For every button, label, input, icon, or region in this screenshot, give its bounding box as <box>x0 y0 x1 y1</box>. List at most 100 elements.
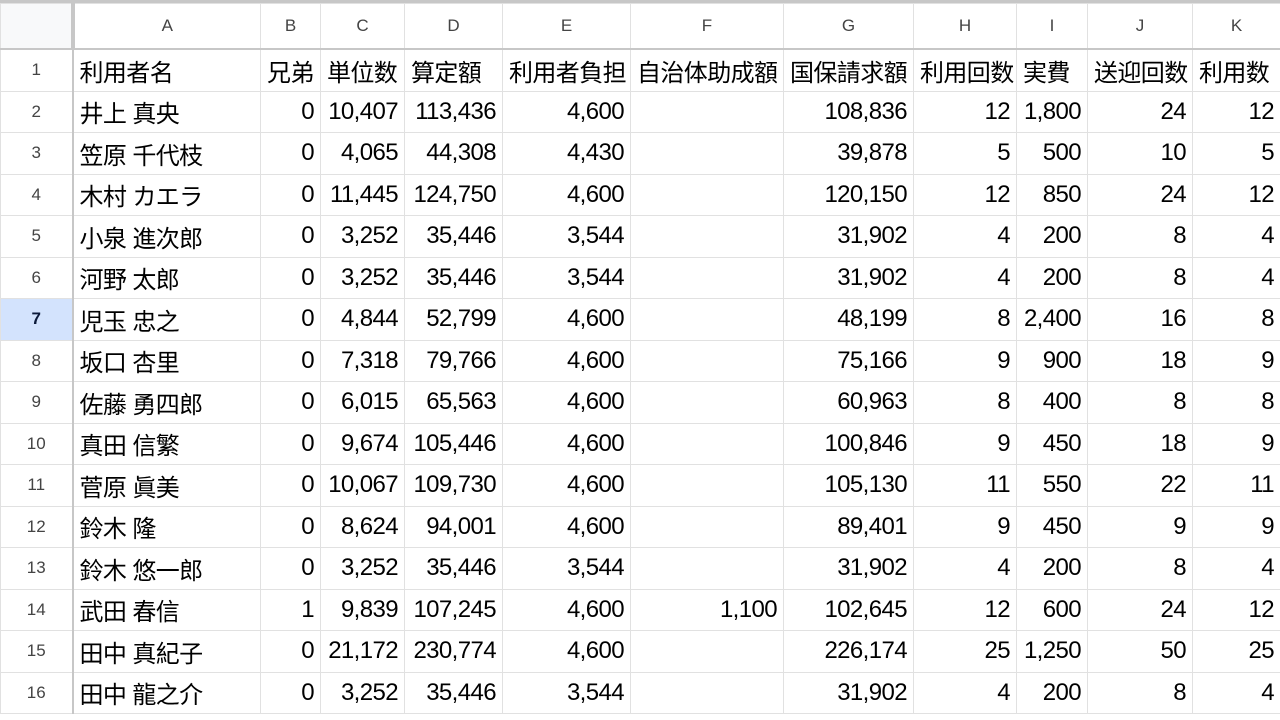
cell-C5[interactable]: 3,252 <box>320 215 405 258</box>
cell-E15[interactable]: 4,600 <box>502 630 631 673</box>
column-header-H[interactable]: H <box>913 3 1017 50</box>
cell-K1[interactable]: 利用数 <box>1192 48 1280 92</box>
cell-G11[interactable]: 105,130 <box>783 464 914 507</box>
cell-G7[interactable]: 48,199 <box>783 298 914 341</box>
cell-B11[interactable]: 0 <box>260 464 321 507</box>
cell-K3[interactable]: 5 <box>1192 132 1280 175</box>
cell-H3[interactable]: 5 <box>913 132 1017 175</box>
cell-E1[interactable]: 利用者負担 <box>502 48 631 92</box>
cell-H10[interactable]: 9 <box>913 422 1017 465</box>
cell-C7[interactable]: 4,844 <box>320 298 405 341</box>
cell-C1[interactable]: 単位数 <box>320 48 405 92</box>
cell-C9[interactable]: 6,015 <box>320 381 405 424</box>
cell-K15[interactable]: 25 <box>1192 630 1280 673</box>
column-header-B[interactable]: B <box>260 3 321 50</box>
cell-G5[interactable]: 31,902 <box>783 215 914 258</box>
cell-A5[interactable]: 小泉 進次郎 <box>72 215 261 258</box>
cell-E4[interactable]: 4,600 <box>502 173 631 216</box>
cell-I6[interactable]: 200 <box>1016 256 1088 299</box>
cell-B3[interactable]: 0 <box>260 132 321 175</box>
cell-C10[interactable]: 9,674 <box>320 422 405 465</box>
cell-C12[interactable]: 8,624 <box>320 505 405 548</box>
cell-B13[interactable]: 0 <box>260 547 321 590</box>
cell-A14[interactable]: 武田 春信 <box>72 588 261 631</box>
cell-G1[interactable]: 国保請求額 <box>783 48 914 92</box>
cell-G2[interactable]: 108,836 <box>783 90 914 133</box>
cell-K6[interactable]: 4 <box>1192 256 1280 299</box>
cell-G8[interactable]: 75,166 <box>783 339 914 382</box>
cell-A16[interactable]: 田中 龍之介 <box>72 671 261 714</box>
cell-A8[interactable]: 坂口 杏里 <box>72 339 261 382</box>
column-header-J[interactable]: J <box>1087 3 1193 50</box>
cell-J15[interactable]: 50 <box>1087 630 1193 673</box>
cell-G9[interactable]: 60,963 <box>783 381 914 424</box>
cell-I12[interactable]: 450 <box>1016 505 1088 548</box>
cell-F14[interactable]: 1,100 <box>630 588 784 631</box>
cell-H5[interactable]: 4 <box>913 215 1017 258</box>
cell-A11[interactable]: 菅原 眞美 <box>72 464 261 507</box>
cell-F2[interactable] <box>630 90 784 133</box>
cell-A7[interactable]: 児玉 忠之 <box>72 298 261 341</box>
cell-J14[interactable]: 24 <box>1087 588 1193 631</box>
cell-K9[interactable]: 8 <box>1192 381 1280 424</box>
cell-D3[interactable]: 44,308 <box>404 132 503 175</box>
cell-K4[interactable]: 12 <box>1192 173 1280 216</box>
cell-G14[interactable]: 102,645 <box>783 588 914 631</box>
cell-K13[interactable]: 4 <box>1192 547 1280 590</box>
row-header-14[interactable]: 14 <box>0 588 74 631</box>
cell-E3[interactable]: 4,430 <box>502 132 631 175</box>
column-header-F[interactable]: F <box>630 3 784 50</box>
cell-H7[interactable]: 8 <box>913 298 1017 341</box>
cell-D6[interactable]: 35,446 <box>404 256 503 299</box>
cell-F7[interactable] <box>630 298 784 341</box>
cell-K11[interactable]: 11 <box>1192 464 1280 507</box>
cell-K5[interactable]: 4 <box>1192 215 1280 258</box>
cell-E16[interactable]: 3,544 <box>502 671 631 714</box>
cell-G12[interactable]: 89,401 <box>783 505 914 548</box>
cell-I2[interactable]: 1,800 <box>1016 90 1088 133</box>
cell-E7[interactable]: 4,600 <box>502 298 631 341</box>
cell-B16[interactable]: 0 <box>260 671 321 714</box>
cell-C11[interactable]: 10,067 <box>320 464 405 507</box>
cell-I4[interactable]: 850 <box>1016 173 1088 216</box>
cell-F12[interactable] <box>630 505 784 548</box>
cell-A2[interactable]: 井上 真央 <box>72 90 261 133</box>
cell-F5[interactable] <box>630 215 784 258</box>
cell-D5[interactable]: 35,446 <box>404 215 503 258</box>
cell-I3[interactable]: 500 <box>1016 132 1088 175</box>
cell-H15[interactable]: 25 <box>913 630 1017 673</box>
cell-J11[interactable]: 22 <box>1087 464 1193 507</box>
cell-J9[interactable]: 8 <box>1087 381 1193 424</box>
cell-F3[interactable] <box>630 132 784 175</box>
cell-F6[interactable] <box>630 256 784 299</box>
cell-E2[interactable]: 4,600 <box>502 90 631 133</box>
cell-I10[interactable]: 450 <box>1016 422 1088 465</box>
cell-C8[interactable]: 7,318 <box>320 339 405 382</box>
cell-I1[interactable]: 実費 <box>1016 48 1088 92</box>
cell-D4[interactable]: 124,750 <box>404 173 503 216</box>
cell-D1[interactable]: 算定額 <box>404 48 503 92</box>
cell-E8[interactable]: 4,600 <box>502 339 631 382</box>
select-all-corner[interactable] <box>0 3 75 50</box>
cell-H11[interactable]: 11 <box>913 464 1017 507</box>
row-header-13[interactable]: 13 <box>0 547 74 590</box>
row-header-16[interactable]: 16 <box>0 671 74 714</box>
cell-D8[interactable]: 79,766 <box>404 339 503 382</box>
cell-J2[interactable]: 24 <box>1087 90 1193 133</box>
row-header-2[interactable]: 2 <box>0 90 74 133</box>
cell-J16[interactable]: 8 <box>1087 671 1193 714</box>
cell-K7[interactable]: 8 <box>1192 298 1280 341</box>
cell-G6[interactable]: 31,902 <box>783 256 914 299</box>
row-header-8[interactable]: 8 <box>0 339 74 382</box>
cell-C3[interactable]: 4,065 <box>320 132 405 175</box>
cell-F13[interactable] <box>630 547 784 590</box>
cell-G3[interactable]: 39,878 <box>783 132 914 175</box>
cell-D9[interactable]: 65,563 <box>404 381 503 424</box>
cell-A1[interactable]: 利用者名 <box>72 48 261 92</box>
cell-I7[interactable]: 2,400 <box>1016 298 1088 341</box>
cell-I8[interactable]: 900 <box>1016 339 1088 382</box>
cell-B12[interactable]: 0 <box>260 505 321 548</box>
cell-J10[interactable]: 18 <box>1087 422 1193 465</box>
cell-B7[interactable]: 0 <box>260 298 321 341</box>
cell-A13[interactable]: 鈴木 悠一郎 <box>72 547 261 590</box>
